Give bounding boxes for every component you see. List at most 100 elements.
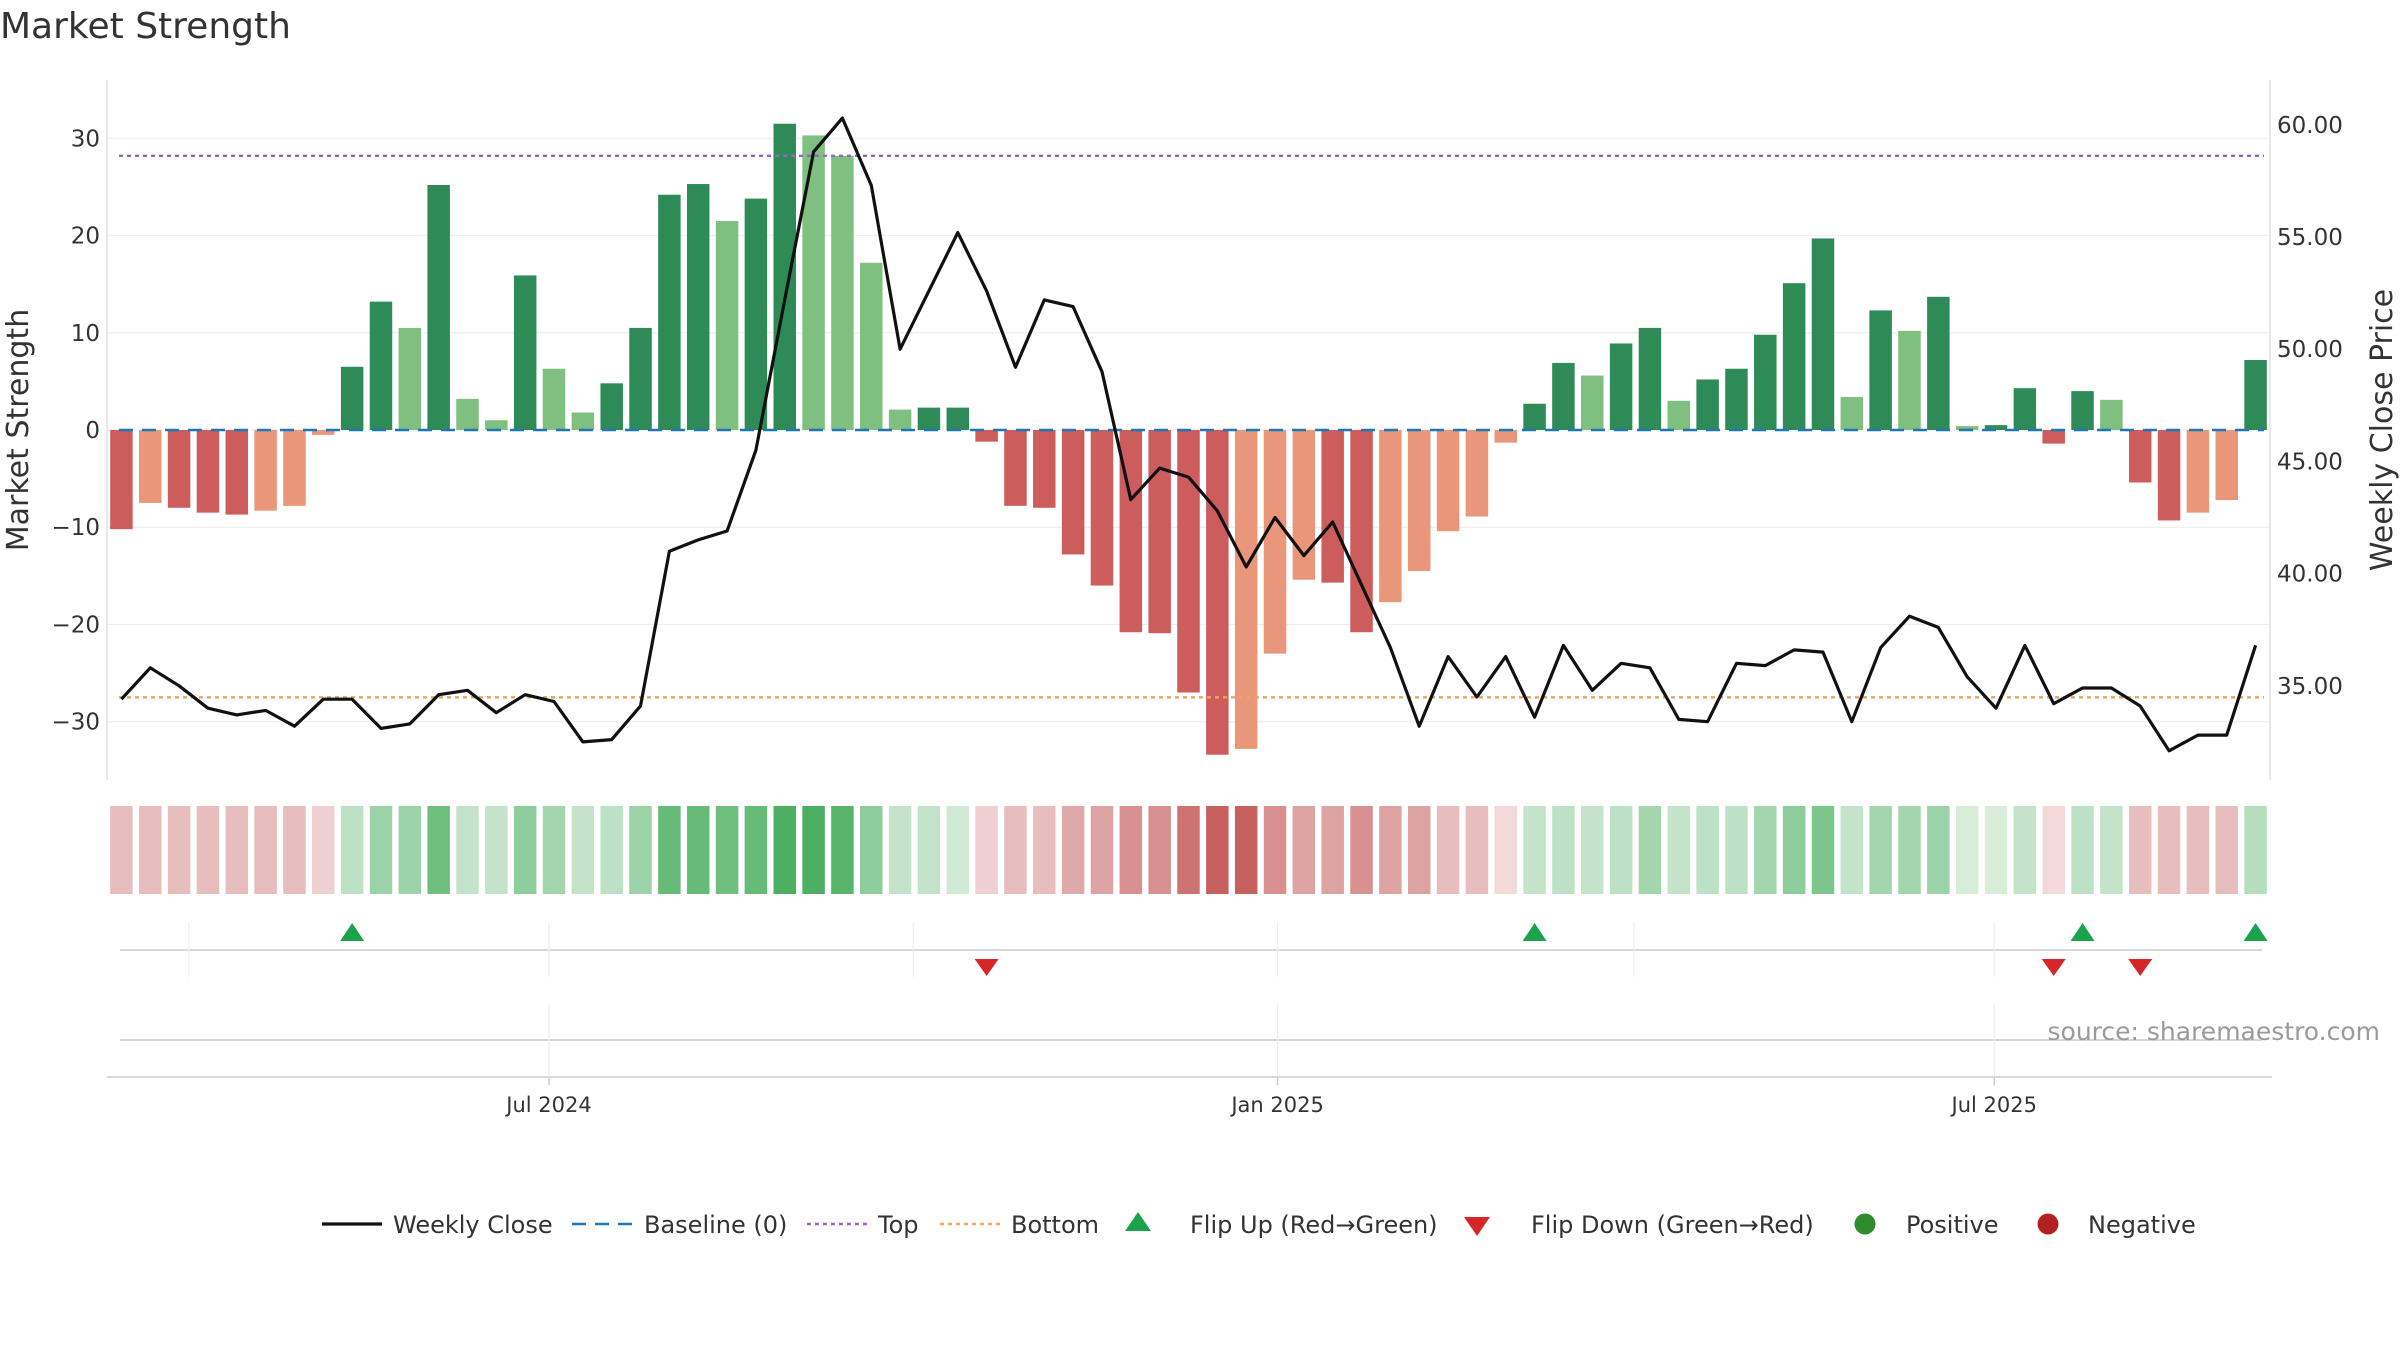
y-tick-label: 20: [71, 224, 100, 250]
strip-cell: [1609, 806, 1633, 894]
strength-bar: [1177, 430, 1200, 693]
flip-down-marker: [2128, 959, 2153, 976]
strength-bar: [1148, 430, 1171, 634]
strength-bar: [225, 430, 249, 515]
legend-positive: Positive: [1906, 1211, 1999, 1239]
strength-bar: [2186, 430, 2210, 513]
strip-cell: [1206, 806, 1229, 894]
strength-bar: [2215, 430, 2238, 500]
strip-cell: [1754, 806, 1777, 894]
strength-bar: [1494, 430, 1517, 443]
y2-axis-label: Weekly Close Price: [2365, 289, 2400, 571]
strength-bar: [1927, 296, 1950, 430]
strength-bar: [1898, 330, 1921, 430]
strength-bar: [1321, 430, 1344, 583]
x-tick-label: Jul 2025: [1950, 1093, 2037, 1117]
strength-bar: [1523, 403, 1546, 430]
strength-bar: [139, 430, 162, 503]
strip-cell: [2071, 806, 2094, 894]
strip-cell: [1782, 806, 1806, 894]
legend-negative-icon: [2037, 1213, 2059, 1235]
strip-cell: [1263, 806, 1287, 894]
strength-bar: [773, 123, 796, 430]
strip-cell: [1725, 806, 1748, 894]
strength-bar: [686, 184, 710, 430]
strip-cell: [1869, 806, 1892, 894]
strip-cell: [1379, 806, 1402, 894]
y-tick-label: 10: [71, 321, 100, 347]
strength-bar: [513, 275, 537, 430]
strip-cell: [513, 806, 537, 894]
strength-bar: [1263, 430, 1287, 654]
strength-bar: [1465, 430, 1489, 517]
strength-bar: [1350, 430, 1373, 633]
flip-panel-gridlines: [188, 922, 1995, 977]
strip-cell: [2128, 806, 2152, 894]
strip-cell: [110, 806, 133, 894]
y2-tick-label: 40.00: [2277, 562, 2343, 588]
strip-cell: [167, 806, 191, 894]
strength-bar: [167, 430, 191, 508]
flip-down-marker: [974, 959, 999, 976]
strip-cell: [917, 806, 941, 894]
strength-bar: [2013, 388, 2037, 430]
strength-bar: [1061, 430, 1085, 555]
strip-cell: [542, 806, 566, 894]
strip-cell: [744, 806, 768, 894]
strip-cell: [860, 806, 883, 894]
strip-cell: [485, 806, 508, 894]
y2-tick-label: 45.00: [2277, 449, 2343, 475]
strength-bar: [571, 412, 595, 430]
legend-weekly-close: Weekly Close: [393, 1211, 553, 1239]
strength-bar: [831, 155, 854, 431]
strength-bar: [1869, 310, 1892, 430]
strip-cell: [1955, 806, 1979, 894]
strip-cell: [1984, 806, 2008, 894]
strength-bar: [1090, 430, 1114, 586]
strip-cell: [658, 806, 681, 894]
strip-cell: [1898, 806, 1921, 894]
y-tick-label: −20: [51, 612, 100, 638]
strip-cell: [773, 806, 796, 894]
legend-flip-down-icon: [1464, 1217, 1490, 1236]
chart-title: Market Strength: [0, 6, 291, 47]
strength-bar: [600, 383, 623, 430]
strip-cell: [1119, 806, 1143, 894]
strip-cell: [340, 806, 364, 894]
strength-bar: [975, 430, 998, 442]
legend: Weekly Close Baseline (0) Top Bottom Fli…: [322, 1211, 2196, 1239]
y-tick-label: 0: [85, 418, 100, 444]
strip-cell: [369, 806, 393, 894]
legend-flip-down: Flip Down (Green→Red): [1531, 1211, 1814, 1239]
legend-positive-icon: [1854, 1213, 1876, 1235]
strip-cell: [1638, 806, 1662, 894]
y2-tick-label: 50.00: [2277, 337, 2343, 363]
flip-up-marker: [1522, 923, 1547, 941]
strength-bar: [369, 301, 393, 430]
source-label: source: sharemaestro.com: [2048, 1017, 2381, 1046]
strip-cell: [283, 806, 306, 894]
strength-bar: [312, 430, 335, 435]
strip-cell: [1667, 806, 1691, 894]
strength-bar: [802, 135, 825, 430]
strength-bar: [196, 430, 220, 513]
strip-cell: [888, 806, 912, 894]
strip-cell: [1552, 806, 1575, 894]
strip-cell: [831, 806, 854, 894]
source-panel: source: sharemaestro.com: [107, 1004, 2381, 1078]
strip-cell: [571, 806, 595, 894]
legend-flip-up: Flip Up (Red→Green): [1190, 1211, 1438, 1239]
flip-up-marker: [340, 923, 365, 941]
strip-cell: [686, 806, 710, 894]
x-tick-label: Jul 2024: [504, 1093, 591, 1117]
strength-bar: [485, 420, 508, 430]
strength-bar: [1436, 430, 1460, 532]
strength-bars: [110, 123, 2267, 755]
strength-bar: [1407, 430, 1431, 571]
x-tick-label: Jan 2025: [1229, 1093, 1324, 1117]
strip-cell: [1696, 806, 1719, 894]
strength-bar: [1234, 430, 1258, 749]
strength-bar: [1811, 238, 1835, 430]
strength-bar: [1667, 400, 1691, 430]
strip-cell: [1581, 806, 1604, 894]
